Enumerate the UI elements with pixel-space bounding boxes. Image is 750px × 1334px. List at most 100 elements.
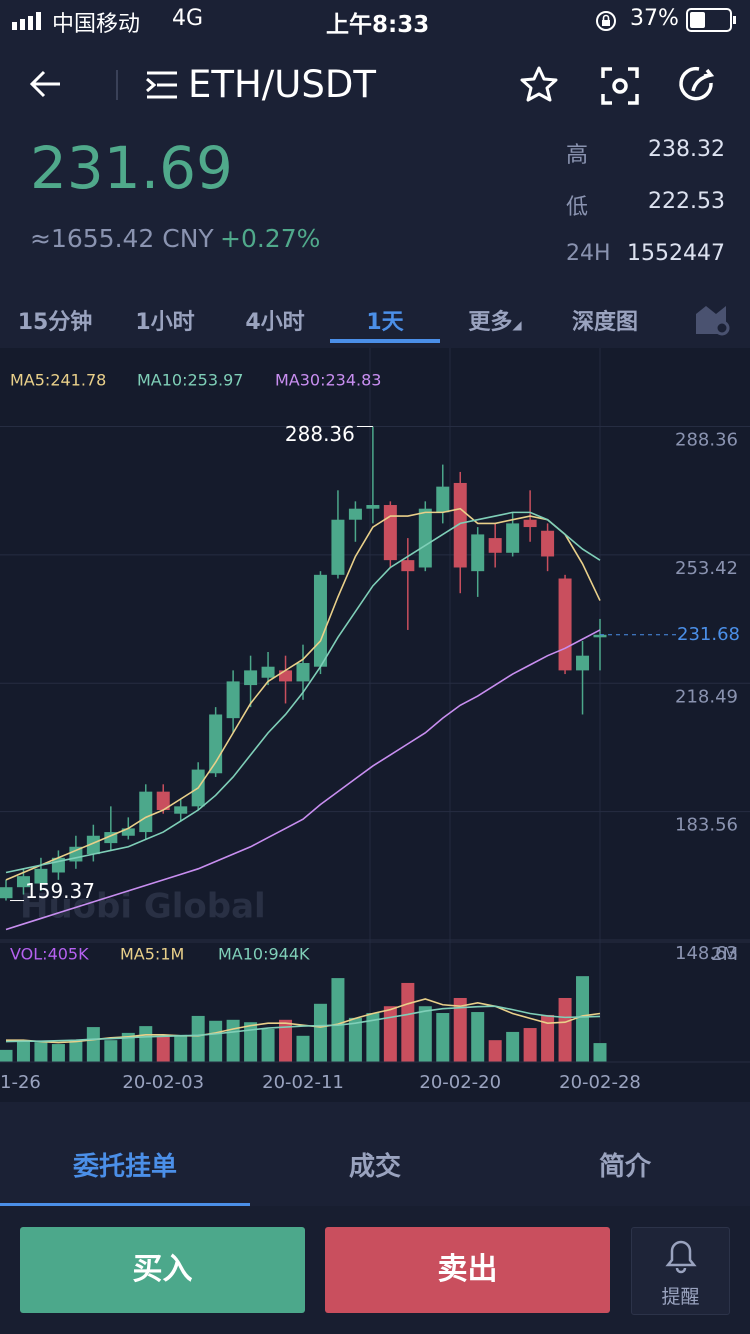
candle-body [34,868,48,884]
volume-bar [523,1028,537,1062]
volume-bar [471,1012,485,1062]
period-tab[interactable]: 15分钟 [17,310,93,335]
battery-icon [686,8,736,32]
x-tick-label: 20-02-03 [122,1072,204,1093]
volume-bar [0,1049,13,1062]
candle-body [401,560,415,572]
volume-bar [593,1043,607,1062]
ma-legend: MA30:234.83 [275,371,381,390]
y-tick-label: 253.42 [675,558,738,579]
candle-body [523,519,537,528]
battery-text: 37% [630,6,679,31]
last-price: 231.69 [30,134,233,202]
volume-bar [348,1017,362,1062]
x-tick-label: 1-26 [0,1072,41,1093]
volume-legend: MA5:1M [120,945,184,964]
candle-body [348,508,362,520]
volume-bar [453,997,467,1062]
period-tab[interactable]: 深度图 [571,310,638,335]
candle-body [488,538,502,553]
stat-label: 24H [566,241,611,266]
alert-button[interactable]: 提醒 [631,1227,730,1315]
ma-line [5,507,601,881]
volume-bar [488,1040,502,1062]
period-tab[interactable]: 更多◢ [468,310,522,335]
period-tab[interactable]: 1小时 [135,310,195,335]
candle-body [296,663,310,682]
change: +0.27% [220,224,321,253]
dropdown-arrow: ◢ [512,318,522,332]
candle-body [383,505,397,561]
period-tab[interactable]: 4小时 [245,310,305,335]
volume-bar [383,1006,397,1062]
candle-body [576,655,590,671]
last-price-label: 231.68 [677,624,740,645]
screenshot-button[interactable] [600,66,640,106]
candle-body [261,666,275,678]
volume-bar [51,1044,65,1062]
bottom-tab[interactable]: 委托挂单 [72,1152,177,1182]
ma-line [5,511,601,874]
candle-body [541,530,555,557]
bottom-tabs [0,1122,750,1206]
candle-body [86,835,100,855]
candle-body [0,887,13,899]
volume-bar [244,1022,258,1062]
lock-icon [596,11,616,31]
candle-body [436,486,450,513]
bottom-tab[interactable]: 成交 [348,1152,401,1182]
menu-icon[interactable] [145,70,179,100]
ma-legend: MA5:241.78 [10,371,106,390]
watermark: Huobi Global [20,887,266,927]
settings-icon[interactable] [694,302,730,336]
x-tick-label: 20-02-28 [559,1072,641,1093]
share-button[interactable] [677,65,717,105]
candle-body [471,534,485,572]
volume-legend: VOL:405K [10,945,89,964]
volume-tick-label: 2M [711,944,738,965]
stat-label: 高 [566,143,589,168]
volume-bar [541,1014,555,1062]
candle-body [506,523,520,553]
volume-bar [279,1019,293,1062]
candle-body [139,791,153,833]
x-tick-label: 20-02-20 [419,1072,501,1093]
sell-button[interactable]: 卖出 [325,1227,610,1313]
candle-body [104,832,118,844]
candle-body [279,670,293,682]
period-tab[interactable]: 1天 [366,310,404,335]
volume-bar [209,1020,223,1062]
volume-bar [331,978,345,1062]
low-marker: 159.37 [25,879,95,903]
volume-bar [418,1006,432,1062]
volume-bar [506,1031,520,1062]
stat-value: 238.32 [648,137,725,162]
tab-underline [330,339,440,343]
ma-line [5,629,601,931]
stat-value: 222.53 [648,189,725,214]
candle-body [331,519,345,575]
volume-bar [16,1040,30,1062]
buy-button[interactable]: 买入 [20,1227,305,1313]
candle-body [174,806,188,814]
bottom-tab[interactable]: 简介 [598,1152,651,1182]
clock: 上午8:33 [326,12,430,38]
back-button[interactable] [28,66,64,102]
candle-body [16,876,30,888]
carrier: 中国移动 [52,12,141,37]
volume-bar [121,1032,135,1062]
candle-body [313,574,327,667]
bell-icon [665,1240,697,1274]
volume-bar [139,1026,153,1062]
candle-body [121,828,135,836]
candle-body [558,578,572,671]
volume-bar [313,1003,327,1062]
favorite-button[interactable] [518,64,560,106]
candle-body [209,714,223,774]
alert-label: 提醒 [661,1286,700,1308]
candle-body [453,482,467,568]
stat-label: 低 [566,195,589,220]
volume-bar [34,1042,48,1062]
volume-bar [156,1036,170,1062]
